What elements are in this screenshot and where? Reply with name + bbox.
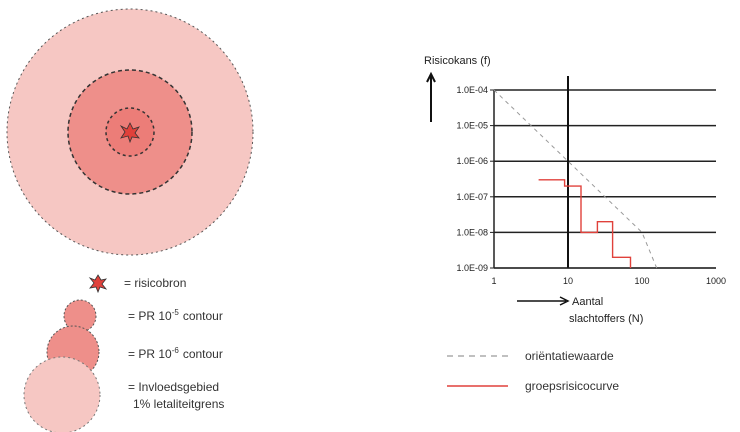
y-tick-label: 1.0E-09	[456, 263, 488, 273]
legend-orientation-label: oriëntatiewaarde	[525, 349, 614, 363]
y-tick-label: 1.0E-08	[456, 227, 488, 237]
y-axis-arrow	[426, 71, 436, 122]
y-tick-label: 1.0E-07	[456, 192, 488, 202]
y-axis-label: Risicokans (f)	[424, 55, 491, 67]
y-tick-label: 1.0E-05	[456, 121, 488, 131]
y-tick-label: 1.0E-04	[456, 85, 488, 95]
legend-pr-contour-1-tail: contour	[183, 309, 223, 323]
group-risk-curve	[538, 179, 632, 268]
legend-pr-contour-2-exponent: -6	[172, 346, 180, 355]
x-axis-label-1: Aantal	[572, 296, 603, 308]
legend-pr-contour-2-tail: contour	[183, 347, 223, 361]
y-tick-label: 1.0E-06	[456, 156, 488, 166]
x-tick-label: 1000	[706, 276, 726, 286]
risk-contour-diagram	[6, 8, 254, 256]
legend-pr-contour-2-label: = PR 10	[128, 347, 172, 361]
x-tick-label: 1	[491, 276, 496, 286]
legend-group-risk-label: groepsrisicocurve	[525, 379, 619, 393]
chart-ticks: 1.0E-04 1.0E-05 1.0E-06 1.0E-07 1.0E-08 1.0E-…	[456, 85, 726, 286]
legend-influence-label-2: 1% letaliteitgrens	[133, 397, 224, 411]
risk-source-icon	[119, 122, 140, 144]
x-axis-arrow	[517, 296, 570, 306]
legend-source-icon	[88, 274, 108, 294]
legend-influence-label-1: = Invloedsgebied	[128, 380, 219, 394]
chart-series	[493, 89, 658, 269]
legend-pr-contour-1-label: = PR 10	[128, 309, 172, 323]
fn-curve-chart: Risicokans (f) 1.0E-041.0E-051.0E-061.0E…	[424, 55, 726, 393]
x-axis-label-2: slachtoffers (N)	[569, 313, 643, 325]
legend-source-label: = risicobron	[124, 276, 186, 290]
x-tick-label: 100	[634, 276, 649, 286]
orientation-value-line	[493, 89, 658, 269]
chart-grid	[490, 76, 716, 269]
x-tick-label: 10	[563, 276, 573, 286]
legend-pr-contour-1-exponent: -5	[172, 308, 180, 317]
contour-legend: = risicobron = PR 10-5 contour = PR 10-6 c…	[23, 274, 224, 432]
legend-influence-zone-swatch	[23, 356, 101, 432]
